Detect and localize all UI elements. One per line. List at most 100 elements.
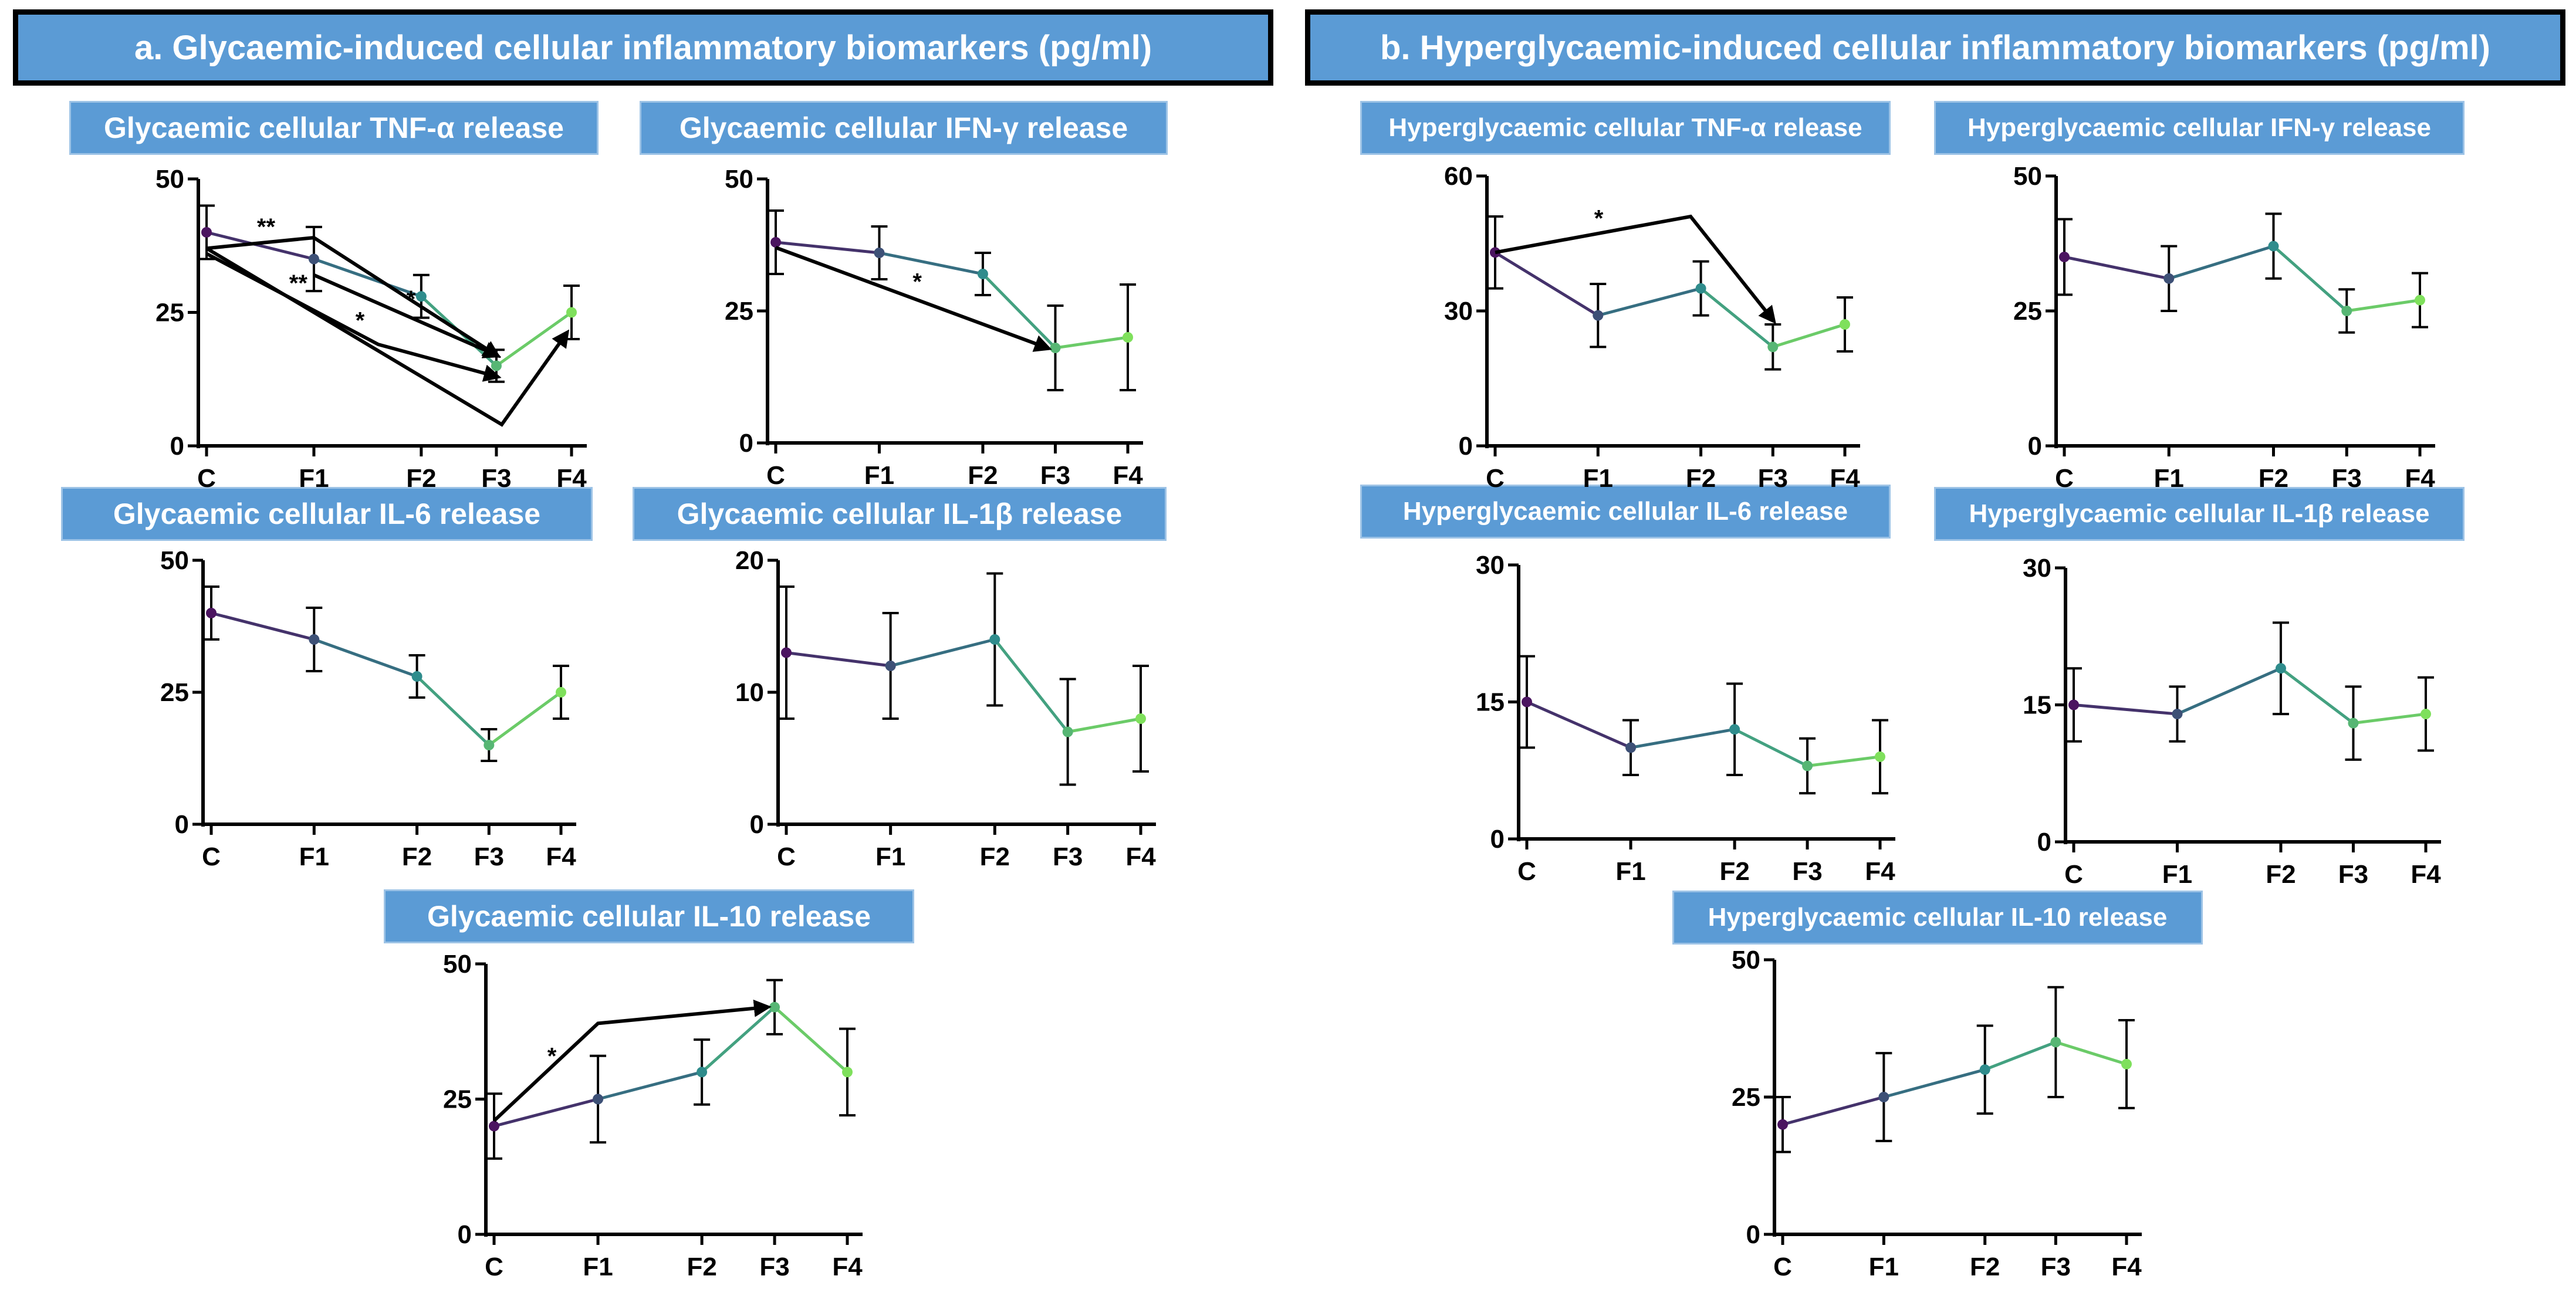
y-tick-label: 25 (1732, 1083, 1760, 1112)
x-tick-label: C (2055, 464, 2074, 493)
data-point (770, 237, 781, 248)
series-line-segment (2055, 1041, 2127, 1066)
significance-arrow (492, 999, 772, 1122)
title-a-il1b: Glycaemic cellular IL-1β release (633, 487, 1167, 541)
data-point (697, 1067, 708, 1078)
series-line-segment (1772, 323, 1845, 348)
y-tick-label: 50 (1732, 946, 1760, 974)
title-a-il6: Glycaemic cellular IL-6 release (61, 487, 593, 541)
series-line-segment (2346, 299, 2421, 313)
data-point (2050, 1037, 2061, 1048)
data-point (977, 269, 988, 279)
series-line-segment (313, 258, 422, 298)
data-point (1875, 751, 1885, 762)
data-point (309, 634, 320, 645)
x-tick-label: F1 (2154, 464, 2184, 493)
data-point (1695, 283, 1706, 294)
x-tick-label: F3 (759, 1253, 789, 1281)
series-line-segment (993, 638, 1069, 733)
data-point (885, 661, 896, 671)
data-point (593, 1094, 604, 1105)
x-tick-label: F4 (832, 1253, 863, 1281)
y-tick-label: 30 (2023, 554, 2051, 583)
series-line-segment (2064, 255, 2169, 280)
x-tick-label: F2 (402, 842, 432, 871)
data-point (566, 307, 577, 318)
series-line-segment (1807, 755, 1881, 767)
x-tick-label: F3 (481, 464, 511, 493)
series-line-segment (878, 251, 983, 276)
x-tick-label: F3 (1758, 464, 1788, 493)
series-line-segment (775, 241, 880, 255)
title-a-ifn: Glycaemic cellular IFN-γ release (640, 101, 1168, 155)
series-line-segment (2168, 245, 2274, 280)
title-b-il1b: Hyperglycaemic cellular IL-1β release (1934, 487, 2465, 541)
x-tick-label: F4 (2405, 464, 2435, 493)
data-point (842, 1067, 853, 1078)
x-tick-label: F4 (1125, 842, 1156, 871)
significance-label: ** (289, 270, 308, 296)
x-tick-label: F2 (968, 461, 998, 490)
significance-label: * (547, 1043, 557, 1069)
y-tick-label: 15 (1476, 688, 1505, 717)
data-point (1729, 724, 1740, 735)
data-point (1123, 332, 1133, 343)
series-line-segment (493, 1098, 599, 1128)
panel-a-header: a. Glycaemic-induced cellular inflammato… (13, 9, 1273, 86)
data-point (2068, 699, 2079, 710)
significance-arrow (205, 246, 570, 427)
x-tick-label: F1 (299, 842, 329, 871)
data-point (2059, 252, 2070, 262)
y-tick-label: 50 (725, 165, 753, 194)
y-tick-label: 25 (160, 678, 189, 707)
data-point (2275, 663, 2286, 674)
x-tick-label: F3 (2332, 464, 2362, 493)
data-point (1593, 310, 1604, 321)
data-point (874, 248, 885, 258)
series-line-segment (1067, 717, 1141, 733)
x-tick-label: C (766, 461, 785, 490)
x-tick-label: F2 (1686, 464, 1716, 493)
x-tick-label: C (1486, 464, 1505, 493)
x-tick-label: F4 (1830, 464, 1860, 493)
y-tick-label: 0 (750, 810, 764, 839)
series-line-segment (1494, 251, 1599, 317)
series-line-segment (488, 690, 562, 747)
data-point (989, 634, 1000, 645)
x-tick-label: F4 (1865, 857, 1895, 886)
series-line-segment (786, 651, 891, 668)
series-line-segment (2176, 666, 2281, 716)
data-point (1050, 343, 1061, 353)
x-tick-label: C (1773, 1253, 1792, 1281)
data-point (1840, 319, 1850, 330)
data-point (1878, 1092, 1889, 1102)
title-a-il10: Glycaemic cellular IL-10 release (384, 889, 914, 943)
series-line-segment (1526, 700, 1632, 749)
series-line-segment (890, 638, 995, 668)
y-tick-label: 0 (1459, 432, 1473, 461)
x-tick-label: F2 (2259, 464, 2288, 493)
significance-label: * (912, 269, 922, 295)
data-point (201, 227, 212, 238)
y-tick-label: 0 (1746, 1220, 1760, 1249)
series-line-segment (1055, 336, 1128, 350)
x-tick-label: F1 (299, 464, 329, 493)
x-tick-label: C (197, 464, 216, 493)
x-tick-label: F3 (474, 842, 504, 871)
y-tick-label: 0 (2037, 828, 2051, 857)
y-tick-label: 50 (155, 165, 184, 194)
data-point (556, 687, 566, 698)
data-point (2421, 709, 2431, 720)
series-line-segment (597, 1070, 702, 1101)
y-tick-label: 10 (735, 678, 764, 707)
series-line-segment (495, 311, 573, 367)
data-point (484, 740, 495, 750)
significance-arrow (313, 273, 502, 358)
title-b-il6: Hyperglycaemic cellular IL-6 release (1360, 485, 1891, 539)
significance-label: * (356, 307, 365, 333)
series-line-segment (1782, 1095, 1885, 1126)
